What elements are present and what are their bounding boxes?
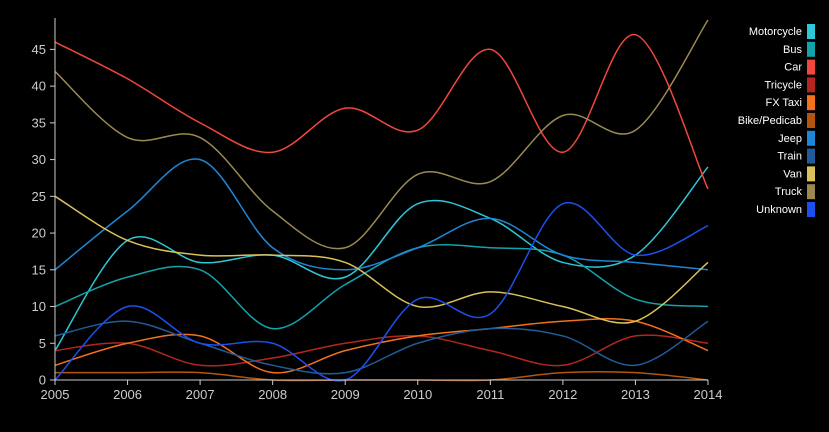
series-line-train — [54, 320, 709, 375]
legend-swatch — [807, 77, 815, 93]
legend-item-motorcycle: Motorcycle — [749, 24, 815, 39]
y-tick-label: 40 — [32, 79, 46, 94]
y-tick-label: 5 — [39, 336, 46, 351]
legend-item-bus: Bus — [783, 41, 815, 57]
y-tick-label: 10 — [32, 299, 46, 314]
legend-swatch — [807, 202, 815, 217]
legend-swatch — [807, 184, 815, 200]
y-tick-label: 0 — [39, 373, 46, 388]
legend-item-bike-pedicab: Bike/Pedicab — [738, 113, 815, 128]
y-tick-label: 20 — [32, 226, 46, 241]
x-axis: 2005 2006 2007 2008 2009 2010 2011 2012 2013 2014 — [41, 379, 723, 402]
y-tick-label: 15 — [32, 262, 46, 277]
x-tick-label: 2010 — [403, 387, 432, 402]
legend-label: Car — [784, 62, 802, 74]
legend-swatch — [807, 166, 815, 182]
legend-label: Unknown — [756, 204, 802, 216]
y-tick-label: 35 — [32, 115, 46, 130]
series-line-car — [54, 33, 709, 190]
series-line-bus — [54, 244, 709, 330]
legend-item-unknown: Unknown — [756, 202, 815, 217]
series-line-truck — [54, 19, 709, 250]
legend-label: Train — [777, 151, 802, 163]
legend-swatch — [807, 95, 815, 111]
legend-swatch — [807, 24, 815, 39]
series-line-unknown — [54, 201, 709, 382]
legend-label: Motorcycle — [749, 26, 802, 38]
series-line-tricycle — [54, 334, 709, 367]
y-axis: 0 5 10 15 20 25 30 35 40 45 — [32, 18, 56, 388]
x-tick-label: 2013 — [621, 387, 650, 402]
legend-swatch — [807, 59, 815, 75]
legend-item-fx-taxi: FX Taxi — [766, 95, 815, 111]
legend-item-van: Van — [783, 166, 815, 182]
series-line-jeep — [54, 158, 709, 271]
series-line-fx-taxi — [54, 318, 709, 374]
x-tick-label: 2006 — [113, 387, 142, 402]
legend-item-jeep: Jeep — [778, 130, 815, 146]
x-tick-label: 2005 — [41, 387, 70, 402]
legend-item-truck: Truck — [775, 184, 815, 200]
x-tick-label: 2011 — [476, 387, 504, 402]
x-tick-label: 2009 — [331, 387, 360, 402]
series-line-van — [54, 195, 709, 324]
legend-swatch — [807, 41, 815, 57]
legend-item-tricycle: Tricycle — [765, 77, 815, 93]
legend-label: FX Taxi — [766, 97, 802, 109]
legend-item-car: Car — [784, 59, 815, 75]
legend-label: Jeep — [778, 133, 802, 145]
y-tick-label: 25 — [32, 189, 46, 204]
legend-label: Bus — [783, 44, 802, 56]
legend-swatch — [807, 130, 815, 146]
series-line-bike-pedicab — [55, 370, 709, 382]
x-tick-label: 2014 — [694, 387, 723, 402]
legend-label: Tricycle — [765, 79, 802, 91]
plot-area — [54, 19, 709, 382]
legend-label: Van — [783, 168, 802, 180]
legend-swatch — [807, 148, 815, 164]
series-line-motorcycle — [54, 166, 709, 352]
legend-label: Truck — [775, 186, 803, 198]
legend: Motorcycle Bus Car Tricycle FX Taxi Bike/Pedi… — [738, 24, 815, 217]
y-tick-label: 30 — [32, 152, 46, 167]
x-tick-label: 2007 — [186, 387, 215, 402]
x-tick-label: 2008 — [258, 387, 287, 402]
legend-swatch — [807, 113, 815, 128]
y-tick-label: 45 — [32, 42, 46, 57]
legend-label: Bike/Pedicab — [738, 115, 802, 127]
x-tick-label: 2012 — [548, 387, 577, 402]
legend-item-train: Train — [777, 148, 815, 164]
